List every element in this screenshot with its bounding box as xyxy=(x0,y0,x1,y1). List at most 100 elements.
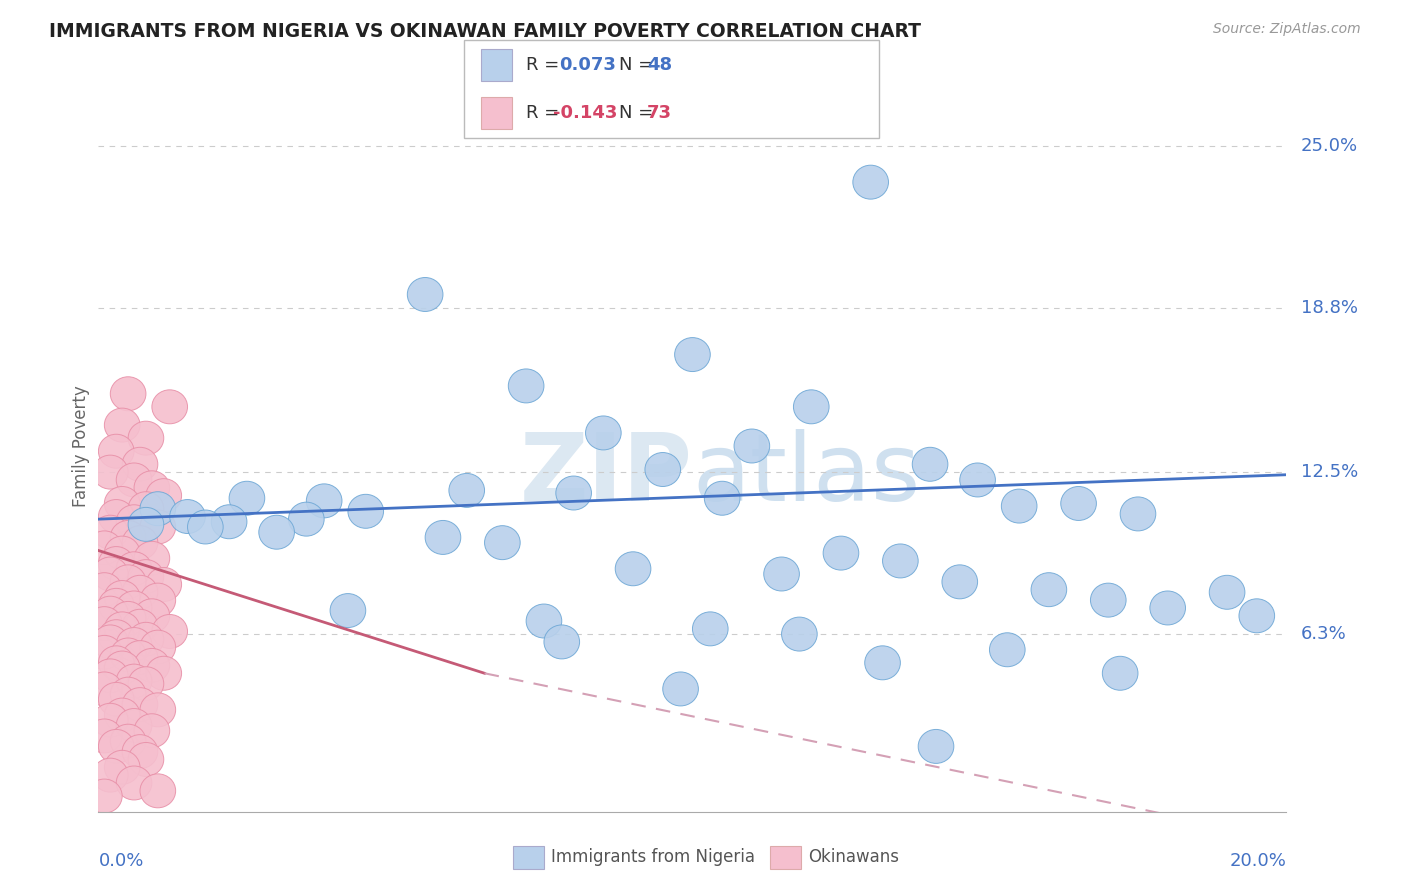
Ellipse shape xyxy=(104,409,141,442)
Ellipse shape xyxy=(425,520,461,555)
Ellipse shape xyxy=(98,682,134,716)
Ellipse shape xyxy=(883,544,918,578)
Text: Source: ZipAtlas.com: Source: ZipAtlas.com xyxy=(1213,22,1361,37)
Ellipse shape xyxy=(990,632,1025,666)
Ellipse shape xyxy=(1060,486,1097,520)
Ellipse shape xyxy=(675,337,710,372)
Ellipse shape xyxy=(104,612,141,646)
Ellipse shape xyxy=(146,567,181,601)
Ellipse shape xyxy=(141,583,176,617)
Ellipse shape xyxy=(93,703,128,738)
Ellipse shape xyxy=(128,491,163,525)
Ellipse shape xyxy=(93,758,128,792)
Ellipse shape xyxy=(87,635,122,669)
Ellipse shape xyxy=(734,429,769,463)
Ellipse shape xyxy=(122,525,157,559)
Ellipse shape xyxy=(307,483,342,518)
Ellipse shape xyxy=(98,547,134,581)
Ellipse shape xyxy=(117,766,152,800)
Ellipse shape xyxy=(1150,591,1185,625)
Ellipse shape xyxy=(347,494,384,528)
Text: 18.8%: 18.8% xyxy=(1301,299,1358,317)
Ellipse shape xyxy=(117,665,152,698)
Ellipse shape xyxy=(98,589,134,623)
Ellipse shape xyxy=(122,735,157,769)
Ellipse shape xyxy=(1001,489,1038,523)
Ellipse shape xyxy=(146,657,181,690)
Text: 6.3%: 6.3% xyxy=(1301,625,1347,643)
Text: 48: 48 xyxy=(647,56,672,74)
Ellipse shape xyxy=(117,708,152,742)
Text: -0.143: -0.143 xyxy=(553,104,617,122)
Ellipse shape xyxy=(128,559,163,593)
Ellipse shape xyxy=(288,502,325,536)
Ellipse shape xyxy=(692,612,728,646)
Ellipse shape xyxy=(87,531,122,565)
Text: 25.0%: 25.0% xyxy=(1301,136,1358,154)
Ellipse shape xyxy=(141,630,176,665)
Ellipse shape xyxy=(616,552,651,586)
Ellipse shape xyxy=(408,277,443,311)
Text: R =: R = xyxy=(526,104,565,122)
Ellipse shape xyxy=(645,452,681,486)
Ellipse shape xyxy=(98,646,134,680)
Ellipse shape xyxy=(93,516,128,549)
Ellipse shape xyxy=(98,500,134,533)
Ellipse shape xyxy=(110,677,146,711)
Ellipse shape xyxy=(585,416,621,450)
Ellipse shape xyxy=(128,742,163,776)
Ellipse shape xyxy=(134,541,170,575)
Ellipse shape xyxy=(526,604,562,638)
Ellipse shape xyxy=(98,434,134,468)
Ellipse shape xyxy=(93,625,128,659)
Ellipse shape xyxy=(117,505,152,539)
Ellipse shape xyxy=(93,455,128,489)
Ellipse shape xyxy=(141,774,176,808)
Ellipse shape xyxy=(146,479,181,513)
Ellipse shape xyxy=(122,575,157,609)
Ellipse shape xyxy=(141,491,176,525)
Ellipse shape xyxy=(110,520,146,555)
Text: atlas: atlas xyxy=(692,429,921,521)
Text: R =: R = xyxy=(526,56,571,74)
Text: 12.5%: 12.5% xyxy=(1301,463,1358,481)
Ellipse shape xyxy=(152,615,187,648)
Ellipse shape xyxy=(793,390,830,424)
Ellipse shape xyxy=(865,646,900,680)
Text: Immigrants from Nigeria: Immigrants from Nigeria xyxy=(551,848,755,866)
Ellipse shape xyxy=(1209,575,1244,609)
Ellipse shape xyxy=(104,651,141,685)
Ellipse shape xyxy=(128,666,163,701)
Ellipse shape xyxy=(128,623,163,657)
Text: 20.0%: 20.0% xyxy=(1230,852,1286,870)
Y-axis label: Family Poverty: Family Poverty xyxy=(72,385,90,507)
Text: 0.0%: 0.0% xyxy=(98,852,143,870)
Ellipse shape xyxy=(152,390,187,424)
Ellipse shape xyxy=(259,516,294,549)
Ellipse shape xyxy=(134,648,170,682)
Ellipse shape xyxy=(87,573,122,607)
Ellipse shape xyxy=(1091,583,1126,617)
Text: 0.073: 0.073 xyxy=(560,56,616,74)
Ellipse shape xyxy=(782,617,817,651)
Ellipse shape xyxy=(128,421,163,455)
Ellipse shape xyxy=(110,565,146,599)
Ellipse shape xyxy=(211,505,247,539)
Ellipse shape xyxy=(134,599,170,632)
Ellipse shape xyxy=(122,688,157,722)
Ellipse shape xyxy=(1121,497,1156,531)
Ellipse shape xyxy=(134,471,170,505)
Ellipse shape xyxy=(122,447,157,482)
Ellipse shape xyxy=(98,620,134,654)
Ellipse shape xyxy=(229,482,264,516)
Ellipse shape xyxy=(330,593,366,628)
Ellipse shape xyxy=(449,474,485,508)
Ellipse shape xyxy=(110,376,146,410)
Ellipse shape xyxy=(128,508,163,541)
Ellipse shape xyxy=(555,476,592,510)
Text: ZIP: ZIP xyxy=(520,429,692,521)
Ellipse shape xyxy=(134,714,170,747)
Ellipse shape xyxy=(104,750,141,784)
Ellipse shape xyxy=(117,628,152,662)
Ellipse shape xyxy=(110,638,146,672)
